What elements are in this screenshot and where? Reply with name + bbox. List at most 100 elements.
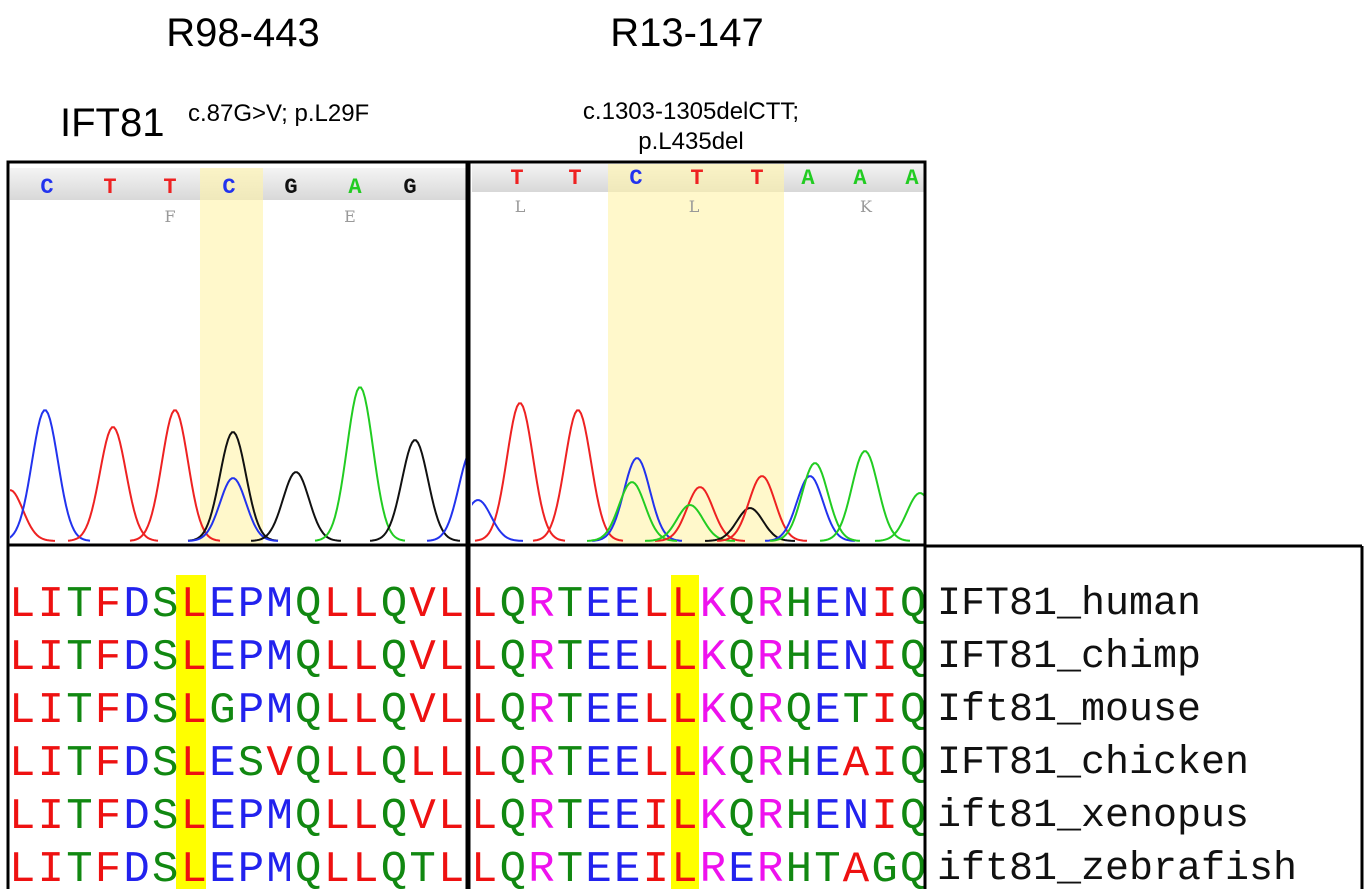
residue: N: [843, 633, 869, 683]
residue: L: [181, 845, 207, 889]
base-call: T: [510, 166, 523, 191]
residue: L: [352, 633, 378, 683]
residue: L: [471, 792, 497, 842]
residue: I: [871, 739, 897, 789]
residue: L: [438, 792, 464, 842]
mutation-label: c.87G>V; p.L29F: [188, 100, 369, 127]
residue: T: [814, 845, 840, 889]
residue: M: [266, 845, 292, 889]
residue: Q: [295, 580, 321, 630]
base-call: C: [222, 175, 235, 200]
residue: L: [324, 580, 350, 630]
residue: Q: [500, 633, 526, 683]
residue: S: [152, 792, 178, 842]
residue: R: [528, 792, 554, 842]
residue: R: [757, 686, 783, 736]
residue: E: [814, 633, 840, 683]
residue: L: [181, 792, 207, 842]
base-call: T: [103, 175, 116, 200]
residue: T: [66, 686, 92, 736]
residue: E: [614, 580, 640, 630]
sample-title: R13-147: [610, 11, 763, 55]
residue: L: [181, 633, 207, 683]
species-label: ift81_xenopus: [937, 794, 1249, 839]
sequence: LITFDSLEPMQLLQTL: [9, 845, 464, 889]
residue: E: [814, 686, 840, 736]
residue: T: [557, 633, 583, 683]
residue: L: [643, 686, 669, 736]
residue: E: [585, 739, 611, 789]
residue: E: [209, 739, 235, 789]
residue: N: [843, 792, 869, 842]
residue: Q: [900, 686, 926, 736]
trace: [875, 493, 965, 541]
residue: I: [38, 792, 64, 842]
chromatogram-right: TTCTTAAALLK: [433, 164, 965, 545]
residue: R: [528, 739, 554, 789]
residue: R: [757, 633, 783, 683]
residue: L: [324, 686, 350, 736]
residue: N: [843, 580, 869, 630]
species-label: IFT81_chicken: [937, 741, 1249, 786]
residue: L: [671, 580, 697, 630]
residue: Q: [381, 580, 407, 630]
amino-acid: F: [164, 207, 175, 226]
residue: R: [528, 633, 554, 683]
residue: I: [643, 845, 669, 889]
residue: R: [757, 845, 783, 889]
residue: T: [66, 633, 92, 683]
residue: Q: [500, 739, 526, 789]
residue: Q: [295, 739, 321, 789]
residue: L: [671, 845, 697, 889]
residue: Q: [381, 792, 407, 842]
residue: P: [238, 686, 264, 736]
residue: T: [557, 845, 583, 889]
residue: L: [9, 580, 35, 630]
residue: E: [209, 845, 235, 889]
residue: L: [9, 845, 35, 889]
residue: A: [843, 845, 870, 889]
species-label: IFT81_chimp: [937, 635, 1201, 680]
residue: T: [66, 580, 92, 630]
base-call: A: [905, 166, 919, 191]
residue: Q: [728, 792, 754, 842]
species-label: Ift81_mouse: [937, 688, 1201, 733]
amino-acid: K: [860, 197, 873, 216]
residue: L: [409, 739, 435, 789]
residue: H: [786, 580, 812, 630]
residue: Q: [900, 792, 926, 842]
residue: Q: [295, 792, 321, 842]
residue: F: [95, 792, 121, 842]
residue: E: [614, 739, 640, 789]
residue: L: [352, 792, 378, 842]
residue: A: [843, 739, 870, 789]
residue: L: [181, 580, 207, 630]
residue: E: [614, 686, 640, 736]
residue: F: [95, 686, 121, 736]
gene-label: IFT81: [60, 101, 164, 145]
residue: D: [123, 686, 149, 736]
base-call: A: [348, 175, 362, 200]
residue: L: [671, 792, 697, 842]
residue: G: [871, 845, 897, 889]
residue: F: [95, 739, 121, 789]
amino-acid: E: [344, 207, 356, 226]
residue: I: [871, 792, 897, 842]
residue: H: [786, 845, 812, 889]
residue: F: [95, 580, 121, 630]
residue: I: [871, 686, 897, 736]
residue: Q: [728, 686, 754, 736]
residue: Q: [786, 686, 812, 736]
residue: V: [409, 580, 436, 630]
residue: L: [643, 580, 669, 630]
residue: S: [152, 739, 178, 789]
residue: Q: [900, 633, 926, 683]
residue: I: [871, 633, 897, 683]
residue: Q: [381, 845, 407, 889]
residue: Q: [295, 845, 321, 889]
residue: S: [238, 739, 264, 789]
residue: L: [643, 739, 669, 789]
residue: L: [181, 686, 207, 736]
residue: D: [123, 580, 149, 630]
residue: E: [585, 686, 611, 736]
